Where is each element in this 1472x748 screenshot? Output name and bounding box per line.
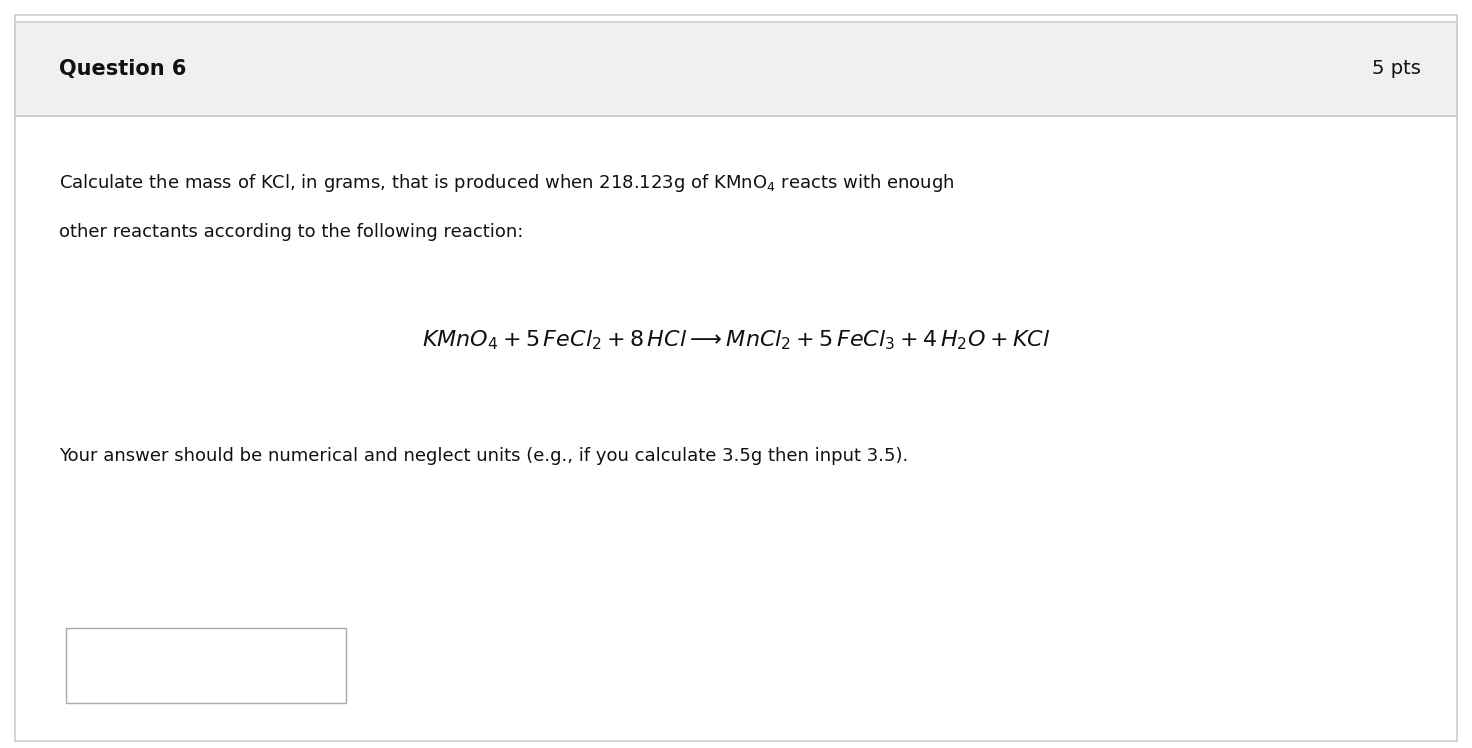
Text: Calculate the mass of KCl, in grams, that is produced when 218.123g of KMnO$_4$ : Calculate the mass of KCl, in grams, tha…	[59, 172, 954, 194]
FancyBboxPatch shape	[15, 15, 1457, 741]
FancyBboxPatch shape	[15, 22, 1457, 116]
Text: Question 6: Question 6	[59, 59, 187, 79]
FancyBboxPatch shape	[66, 628, 346, 703]
Text: Your answer should be numerical and neglect units (e.g., if you calculate 3.5g t: Your answer should be numerical and negl…	[59, 447, 908, 465]
Text: 5 pts: 5 pts	[1372, 59, 1420, 79]
Text: $KMnO_4 + 5\,FeCl_2 + 8\,HCl \longrightarrow MnCl_2 + 5\,FeCl_3 + 4\,H_2O + KCl$: $KMnO_4 + 5\,FeCl_2 + 8\,HCl \longrighta…	[422, 328, 1050, 352]
Text: other reactants according to the following reaction:: other reactants according to the followi…	[59, 223, 523, 241]
